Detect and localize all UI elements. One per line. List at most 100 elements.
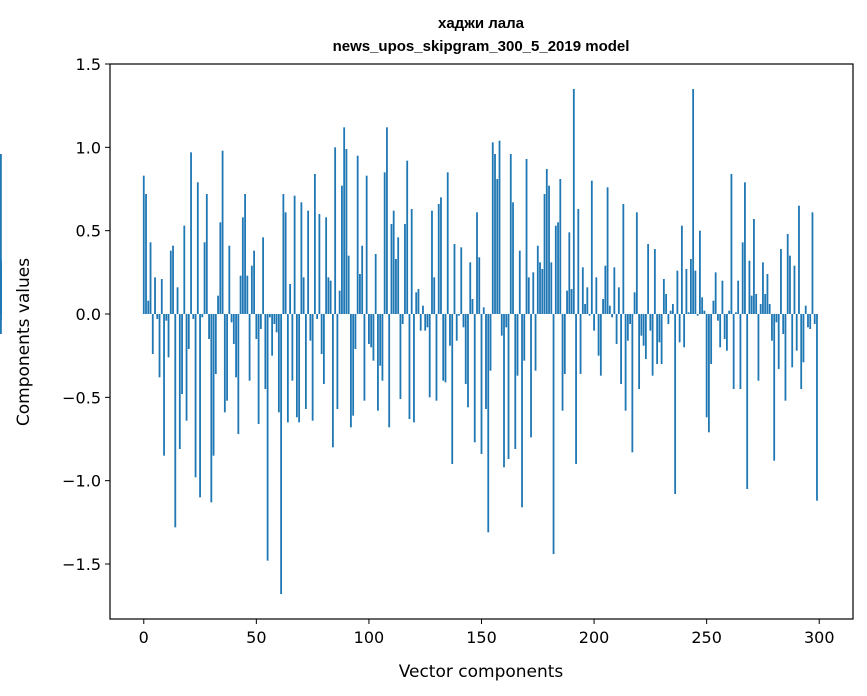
bar-26 — [201, 314, 204, 318]
bar-183 — [554, 225, 557, 314]
bar-274 — [759, 304, 762, 314]
bar-129 — [433, 277, 436, 314]
bar-275 — [762, 262, 764, 314]
bar-237 — [676, 270, 679, 314]
bar-201 — [595, 277, 598, 314]
bar-199 — [590, 180, 593, 314]
bar-93 — [352, 314, 355, 416]
bar-80 — [322, 314, 325, 384]
bar-32 — [214, 314, 217, 374]
bar-20 — [187, 314, 190, 349]
bar-270 — [750, 295, 753, 314]
bar-230 — [660, 314, 663, 364]
bar-76 — [313, 174, 316, 314]
bar-50 — [255, 314, 258, 339]
bar-246 — [696, 314, 699, 316]
bar-88 — [341, 185, 343, 314]
bar-225 — [649, 314, 652, 331]
bar-233 — [667, 314, 670, 324]
bar-121 — [415, 292, 418, 314]
bar-277 — [766, 274, 769, 314]
bar-undefined — [0, 259, 2, 314]
bar-7 — [158, 314, 161, 378]
bar-222 — [642, 314, 645, 346]
bar-63 — [284, 212, 287, 314]
bar-68 — [295, 314, 298, 418]
bar-167 — [518, 250, 521, 314]
bar-126 — [426, 314, 429, 328]
bar-58 — [273, 314, 276, 324]
bar-98 — [363, 314, 366, 401]
bar-287 — [789, 255, 791, 314]
bar-18 — [183, 225, 186, 314]
bar-0 — [142, 175, 145, 314]
bar-128 — [431, 210, 433, 314]
bar-161 — [505, 314, 508, 328]
y-tick-label: 0.0 — [76, 305, 101, 324]
bar-271 — [753, 219, 755, 314]
bar-179 — [545, 169, 548, 314]
bar-244 — [692, 89, 695, 314]
bar-211 — [617, 287, 620, 314]
bar-242 — [687, 312, 690, 314]
bar-51 — [257, 314, 260, 424]
bar-25 — [199, 314, 201, 498]
bar-72 — [304, 314, 307, 409]
bar-185 — [559, 179, 562, 314]
bar-137 — [451, 314, 454, 464]
bar-111 — [392, 210, 395, 314]
bar-164 — [512, 202, 514, 314]
bar-31 — [212, 314, 215, 456]
bar-147 — [473, 314, 476, 443]
bar-116 — [404, 224, 406, 314]
bar-247 — [699, 230, 701, 314]
bar-142 — [462, 314, 465, 328]
bar-174 — [534, 314, 537, 371]
bar-29 — [208, 314, 210, 339]
bar-undefined — [0, 154, 2, 314]
bar-130 — [435, 314, 438, 401]
bar-127 — [428, 314, 431, 398]
bar-5 — [154, 277, 156, 314]
bar-117 — [406, 160, 409, 314]
bar-294 — [804, 305, 807, 314]
bar-145 — [469, 262, 472, 314]
bar-11 — [167, 314, 170, 358]
bar-284 — [782, 314, 785, 334]
bar-172 — [530, 314, 532, 438]
bar-87 — [338, 290, 341, 314]
bar-149 — [478, 257, 481, 314]
bar-71 — [302, 277, 305, 314]
bar-272 — [755, 294, 758, 314]
bar-77 — [316, 314, 319, 319]
x-tick-label: 50 — [246, 628, 266, 647]
bar-276 — [764, 294, 767, 314]
bar-17 — [181, 314, 183, 394]
bar-192 — [575, 314, 577, 464]
bar-6 — [156, 314, 159, 319]
bar-266 — [741, 242, 744, 314]
bar-265 — [739, 314, 742, 389]
bar-136 — [449, 314, 451, 346]
bar-196 — [584, 304, 586, 314]
bar-289 — [793, 265, 796, 314]
bar-295 — [807, 314, 809, 328]
bar-180 — [548, 185, 550, 314]
bar-73 — [307, 210, 310, 314]
bar-182 — [552, 314, 555, 554]
bar-285 — [784, 314, 787, 401]
bar-264 — [737, 280, 740, 314]
bar-13 — [172, 245, 174, 314]
bar-256 — [719, 314, 722, 348]
y-axis-label: Components values — [14, 258, 34, 426]
bar-70 — [300, 202, 303, 314]
y-tick-label: −0.5 — [62, 388, 101, 407]
bar-238 — [678, 314, 681, 343]
bar-258 — [723, 314, 726, 339]
bar-292 — [800, 314, 803, 389]
bar-131 — [437, 204, 440, 314]
bar-60 — [277, 314, 280, 413]
bar-99 — [365, 175, 368, 314]
bar-139 — [455, 314, 458, 341]
bar-10 — [165, 314, 168, 321]
